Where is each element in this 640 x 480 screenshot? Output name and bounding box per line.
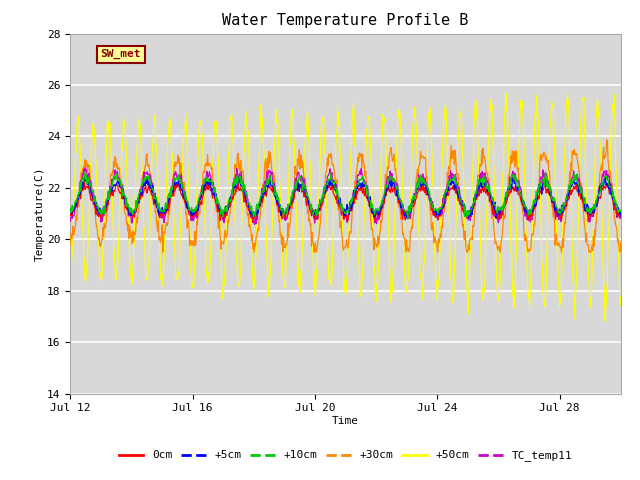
Text: SW_met: SW_met [100, 49, 141, 59]
Title: Water Temperature Profile B: Water Temperature Profile B [223, 13, 468, 28]
Legend: 0cm, +5cm, +10cm, +30cm, +50cm, TC_temp11: 0cm, +5cm, +10cm, +30cm, +50cm, TC_temp1… [115, 446, 577, 466]
X-axis label: Time: Time [332, 416, 359, 426]
Y-axis label: Temperature(C): Temperature(C) [35, 167, 44, 261]
